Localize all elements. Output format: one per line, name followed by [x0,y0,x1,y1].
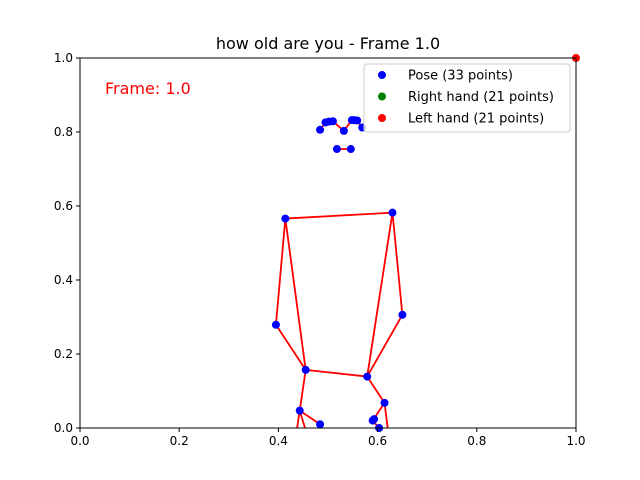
y-tick-label: 0.8 [54,125,73,139]
data-point [295,406,304,415]
legend-marker [378,114,386,122]
skeleton-connection [305,369,368,378]
x-tick-label: 1.0 [566,434,585,448]
data-point [281,214,290,223]
plot-area: 0.0 0.2 0.4 0.6 0.8 1.0 0.0 0.2 0.4 0.6 0.8 1.0 [54,51,586,448]
skeleton-connection [383,402,389,428]
legend-label: Right hand (21 points) [408,90,554,105]
chart-title: how old are you - Frame 1.0 [216,34,440,53]
data-point [388,208,397,217]
data-point [321,118,330,127]
x-axis: 0.0 0.2 0.4 0.6 0.8 1.0 [70,428,586,448]
skeleton-connection [366,212,394,377]
legend-label: Pose (33 points) [408,69,513,84]
x-tick-label: 0.6 [368,434,387,448]
data-point [301,365,310,374]
data-point [316,420,325,429]
x-tick-label: 0.4 [269,434,288,448]
y-axis: 0.0 0.2 0.4 0.6 0.8 1.0 [54,51,80,435]
data-point [332,145,341,154]
x-tick-label: 0.0 [70,434,89,448]
data-point [363,372,372,381]
legend-box [363,63,571,133]
data-point [380,398,389,407]
legend: Pose (33 points) Right hand (21 points) Le… [363,63,571,133]
y-tick-label: 1.0 [54,51,73,65]
skeleton-connection [366,376,386,404]
legend-label: Left hand (21 points) [408,112,544,127]
skeleton-connection [275,324,307,371]
skeleton-connection [298,369,307,411]
skeleton-connection [284,218,307,371]
data-point [339,126,348,135]
skeleton-connection [296,410,301,428]
y-tick-label: 0.6 [54,199,73,213]
legend-marker [378,92,386,101]
y-tick-label: 0.4 [54,273,73,287]
y-tick-label: 0.0 [54,421,73,435]
y-tick-label: 0.2 [54,347,73,361]
x-tick-label: 0.2 [170,434,189,448]
skeleton-connection [275,218,287,325]
skeleton-connection [366,314,404,378]
skeleton-connection [285,211,393,220]
skeleton-connection [391,212,404,315]
data-point [271,320,280,329]
legend-marker [378,71,386,79]
data-point [398,310,407,319]
data-point [346,145,355,154]
plot-frame [79,57,577,429]
data-point [370,415,379,424]
points-layer [271,54,580,432]
skeleton-connection [298,410,306,428]
frame-annotation: Frame: 1.0 [105,79,191,98]
data-point [353,116,362,125]
skeleton-connection [299,409,321,426]
x-tick-label: 0.8 [467,434,486,448]
data-point [316,125,325,134]
